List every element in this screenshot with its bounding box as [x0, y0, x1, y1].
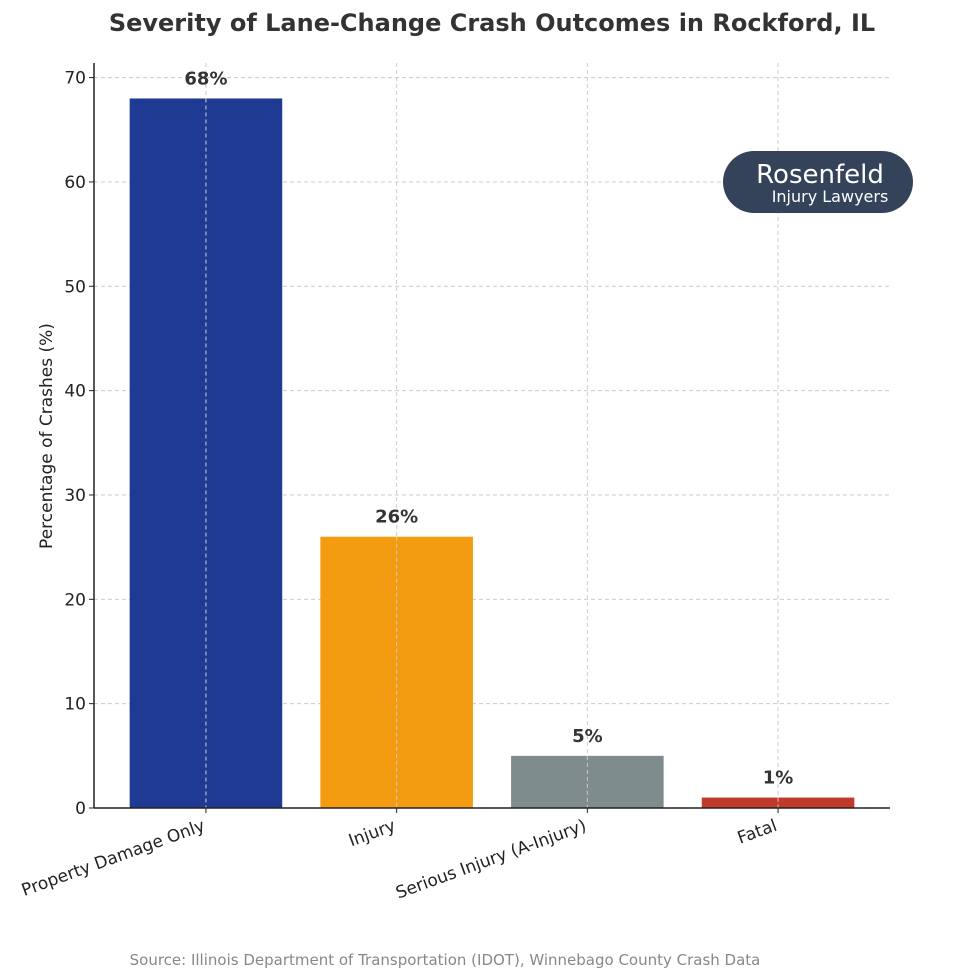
x-tick-label: Fatal — [735, 816, 780, 849]
bar-3 — [701, 797, 855, 808]
y-axis-label: Percentage of Crashes (%) — [37, 323, 57, 549]
data-label: 26% — [375, 507, 418, 528]
x-tick-label: Injury — [346, 816, 398, 851]
y-tick-label: 70 — [64, 69, 86, 89]
x-tick-label: Serious Injury (A-Injury) — [393, 816, 589, 904]
y-tick-label: 10 — [64, 695, 86, 715]
data-label: 5% — [572, 726, 603, 747]
y-tick-label: 60 — [64, 173, 86, 193]
y-tick-label: 40 — [64, 382, 86, 402]
x-tick-label: Property Damage Only — [19, 816, 208, 901]
y-axis-ticks: 0 10 20 30 40 50 60 70 — [64, 69, 94, 819]
y-tick-label: 50 — [64, 277, 86, 297]
y-tick-label: 30 — [64, 486, 86, 506]
logo-badge — [723, 151, 913, 213]
chart-title: Severity of Lane-Change Crash Outcomes i… — [109, 9, 875, 37]
bars — [129, 98, 855, 808]
y-tick-label: 20 — [64, 590, 86, 610]
logo: Rosenfeld Injury Lawyers — [723, 151, 913, 213]
logo-subtitle: Injury Lawyers — [772, 187, 889, 206]
logo-name: Rosenfeld — [756, 160, 884, 190]
source-note: Source: Illinois Department of Transport… — [130, 951, 761, 969]
data-label: 1% — [763, 768, 794, 789]
y-tick-label: 0 — [75, 799, 86, 819]
data-labels: 68% 26% 5% 1% — [184, 68, 793, 788]
data-label: 68% — [184, 68, 227, 89]
